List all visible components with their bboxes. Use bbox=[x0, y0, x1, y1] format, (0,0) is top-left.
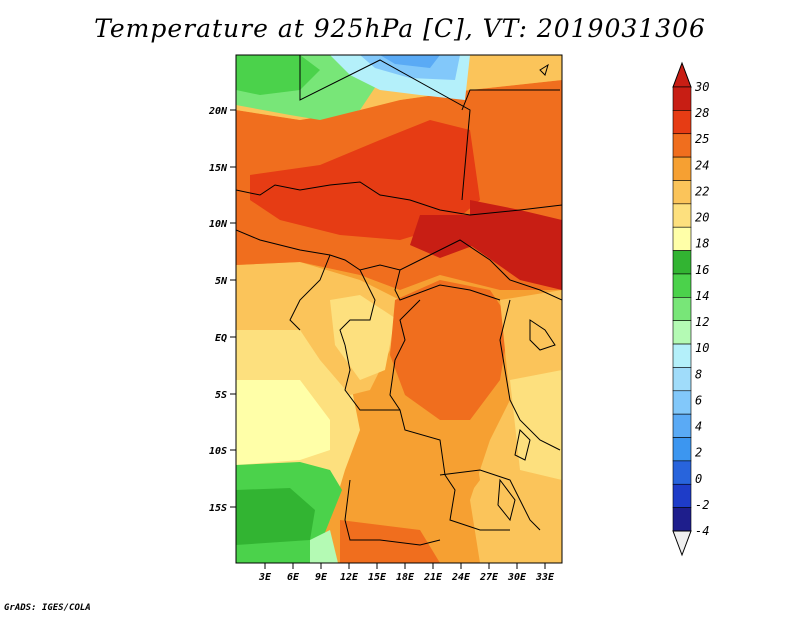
colorbar-label: 28 bbox=[695, 106, 709, 120]
latitude-axis: 20N 15N 10N 5N EQ 5S 10S 15S bbox=[208, 106, 236, 514]
colorbar-label: -4 bbox=[695, 524, 709, 538]
colorbar-label: -2 bbox=[695, 498, 709, 512]
colorbar-segment bbox=[672, 250, 692, 275]
colorbar-label: 4 bbox=[695, 420, 702, 434]
field-east-deep-red bbox=[470, 200, 562, 290]
colorbar-label: 12 bbox=[695, 315, 709, 329]
colorbar-label: 14 bbox=[695, 289, 709, 303]
colorbar-top-arrow bbox=[672, 61, 692, 88]
colorbar-bottom-arrow bbox=[672, 530, 692, 557]
lon-label-9e: 9E bbox=[315, 572, 328, 583]
lat-label-5n: 5N bbox=[215, 276, 228, 287]
colorbar-segment bbox=[672, 297, 692, 321]
lon-label-15e: 15E bbox=[368, 572, 387, 583]
colorbar-segment bbox=[672, 156, 692, 181]
lat-label-10s: 10S bbox=[209, 446, 227, 457]
colorbar-segment bbox=[672, 110, 692, 135]
colorbar-label: 6 bbox=[695, 393, 702, 407]
colorbar-segment bbox=[672, 437, 692, 462]
colorbar-label: 24 bbox=[695, 158, 709, 172]
colorbar-segment bbox=[672, 180, 692, 205]
field-sahel-red bbox=[250, 120, 480, 240]
colorbar-segment bbox=[672, 203, 692, 228]
map-frame bbox=[235, 54, 563, 564]
lat-label-15s: 15S bbox=[209, 503, 227, 514]
colorbar-segment bbox=[672, 273, 692, 298]
colorbar-label: 16 bbox=[695, 263, 709, 277]
colorbar-label: 30 bbox=[694, 80, 709, 94]
longitude-axis: 3E 6E 9E 12E 15E 18E 21E 24E 27E 30E 33E bbox=[258, 563, 555, 583]
lon-label-18e: 18E bbox=[396, 572, 415, 583]
lon-label-12e: 12E bbox=[340, 572, 359, 583]
lat-label-eq: EQ bbox=[215, 333, 227, 344]
colorbar-segment bbox=[672, 133, 692, 158]
colorbar-label: 20 bbox=[695, 211, 709, 225]
lon-label-27e: 27E bbox=[479, 572, 499, 583]
map-title: Temperature at 925hPa [C], VT: 201903130… bbox=[94, 14, 706, 43]
colorbar-segment bbox=[672, 507, 692, 532]
lat-label-10n: 10N bbox=[209, 219, 228, 230]
colorbar-segment bbox=[672, 226, 692, 251]
colorbar-label: 25 bbox=[695, 132, 709, 146]
colorbar-segment bbox=[672, 413, 692, 438]
temperature-field bbox=[236, 55, 562, 563]
lon-label-24e: 24E bbox=[451, 572, 471, 583]
footer-credit: GrADS: IGES/COLA bbox=[4, 603, 91, 613]
colorbar-segment bbox=[672, 343, 692, 368]
colorbar-label: 0 bbox=[695, 472, 702, 486]
colorbar-segment bbox=[672, 390, 692, 415]
field-north-darkgreen bbox=[236, 55, 320, 95]
colorbar-label: 2 bbox=[695, 446, 702, 460]
field-north-midblue bbox=[380, 55, 440, 68]
lon-label-6e: 6E bbox=[287, 572, 300, 583]
colorbar-segment bbox=[672, 483, 692, 508]
lon-label-30e: 30E bbox=[507, 572, 527, 583]
field-chad-deep-red bbox=[410, 215, 475, 258]
field-sw-light-green bbox=[310, 530, 338, 563]
field-sw-dark-green bbox=[236, 488, 315, 545]
lon-label-33e: 33E bbox=[535, 572, 555, 583]
field-east-light bbox=[510, 370, 562, 480]
colorbar-label: 8 bbox=[695, 367, 702, 381]
colorbar-label: 22 bbox=[695, 184, 709, 198]
lat-label-5s: 5S bbox=[215, 390, 227, 401]
lat-label-15n: 15N bbox=[209, 163, 228, 174]
field-central-light bbox=[330, 295, 395, 380]
colorbar-segments bbox=[672, 86, 692, 532]
colorbar-label: 10 bbox=[695, 341, 709, 355]
colorbar-segment bbox=[672, 320, 692, 345]
lon-label-21e: 21E bbox=[423, 572, 443, 583]
country-boundaries bbox=[236, 55, 562, 546]
lat-label-20n: 20N bbox=[208, 106, 228, 117]
field-congo-basin bbox=[390, 280, 510, 420]
colorbar-segment bbox=[672, 367, 692, 392]
field-south-central bbox=[390, 420, 480, 540]
colorbar-segment bbox=[672, 460, 692, 485]
colorbar-segment bbox=[672, 86, 692, 111]
colorbar-label: 18 bbox=[695, 237, 709, 251]
lon-label-3e: 3E bbox=[258, 572, 272, 583]
field-sw-pale bbox=[236, 380, 330, 465]
